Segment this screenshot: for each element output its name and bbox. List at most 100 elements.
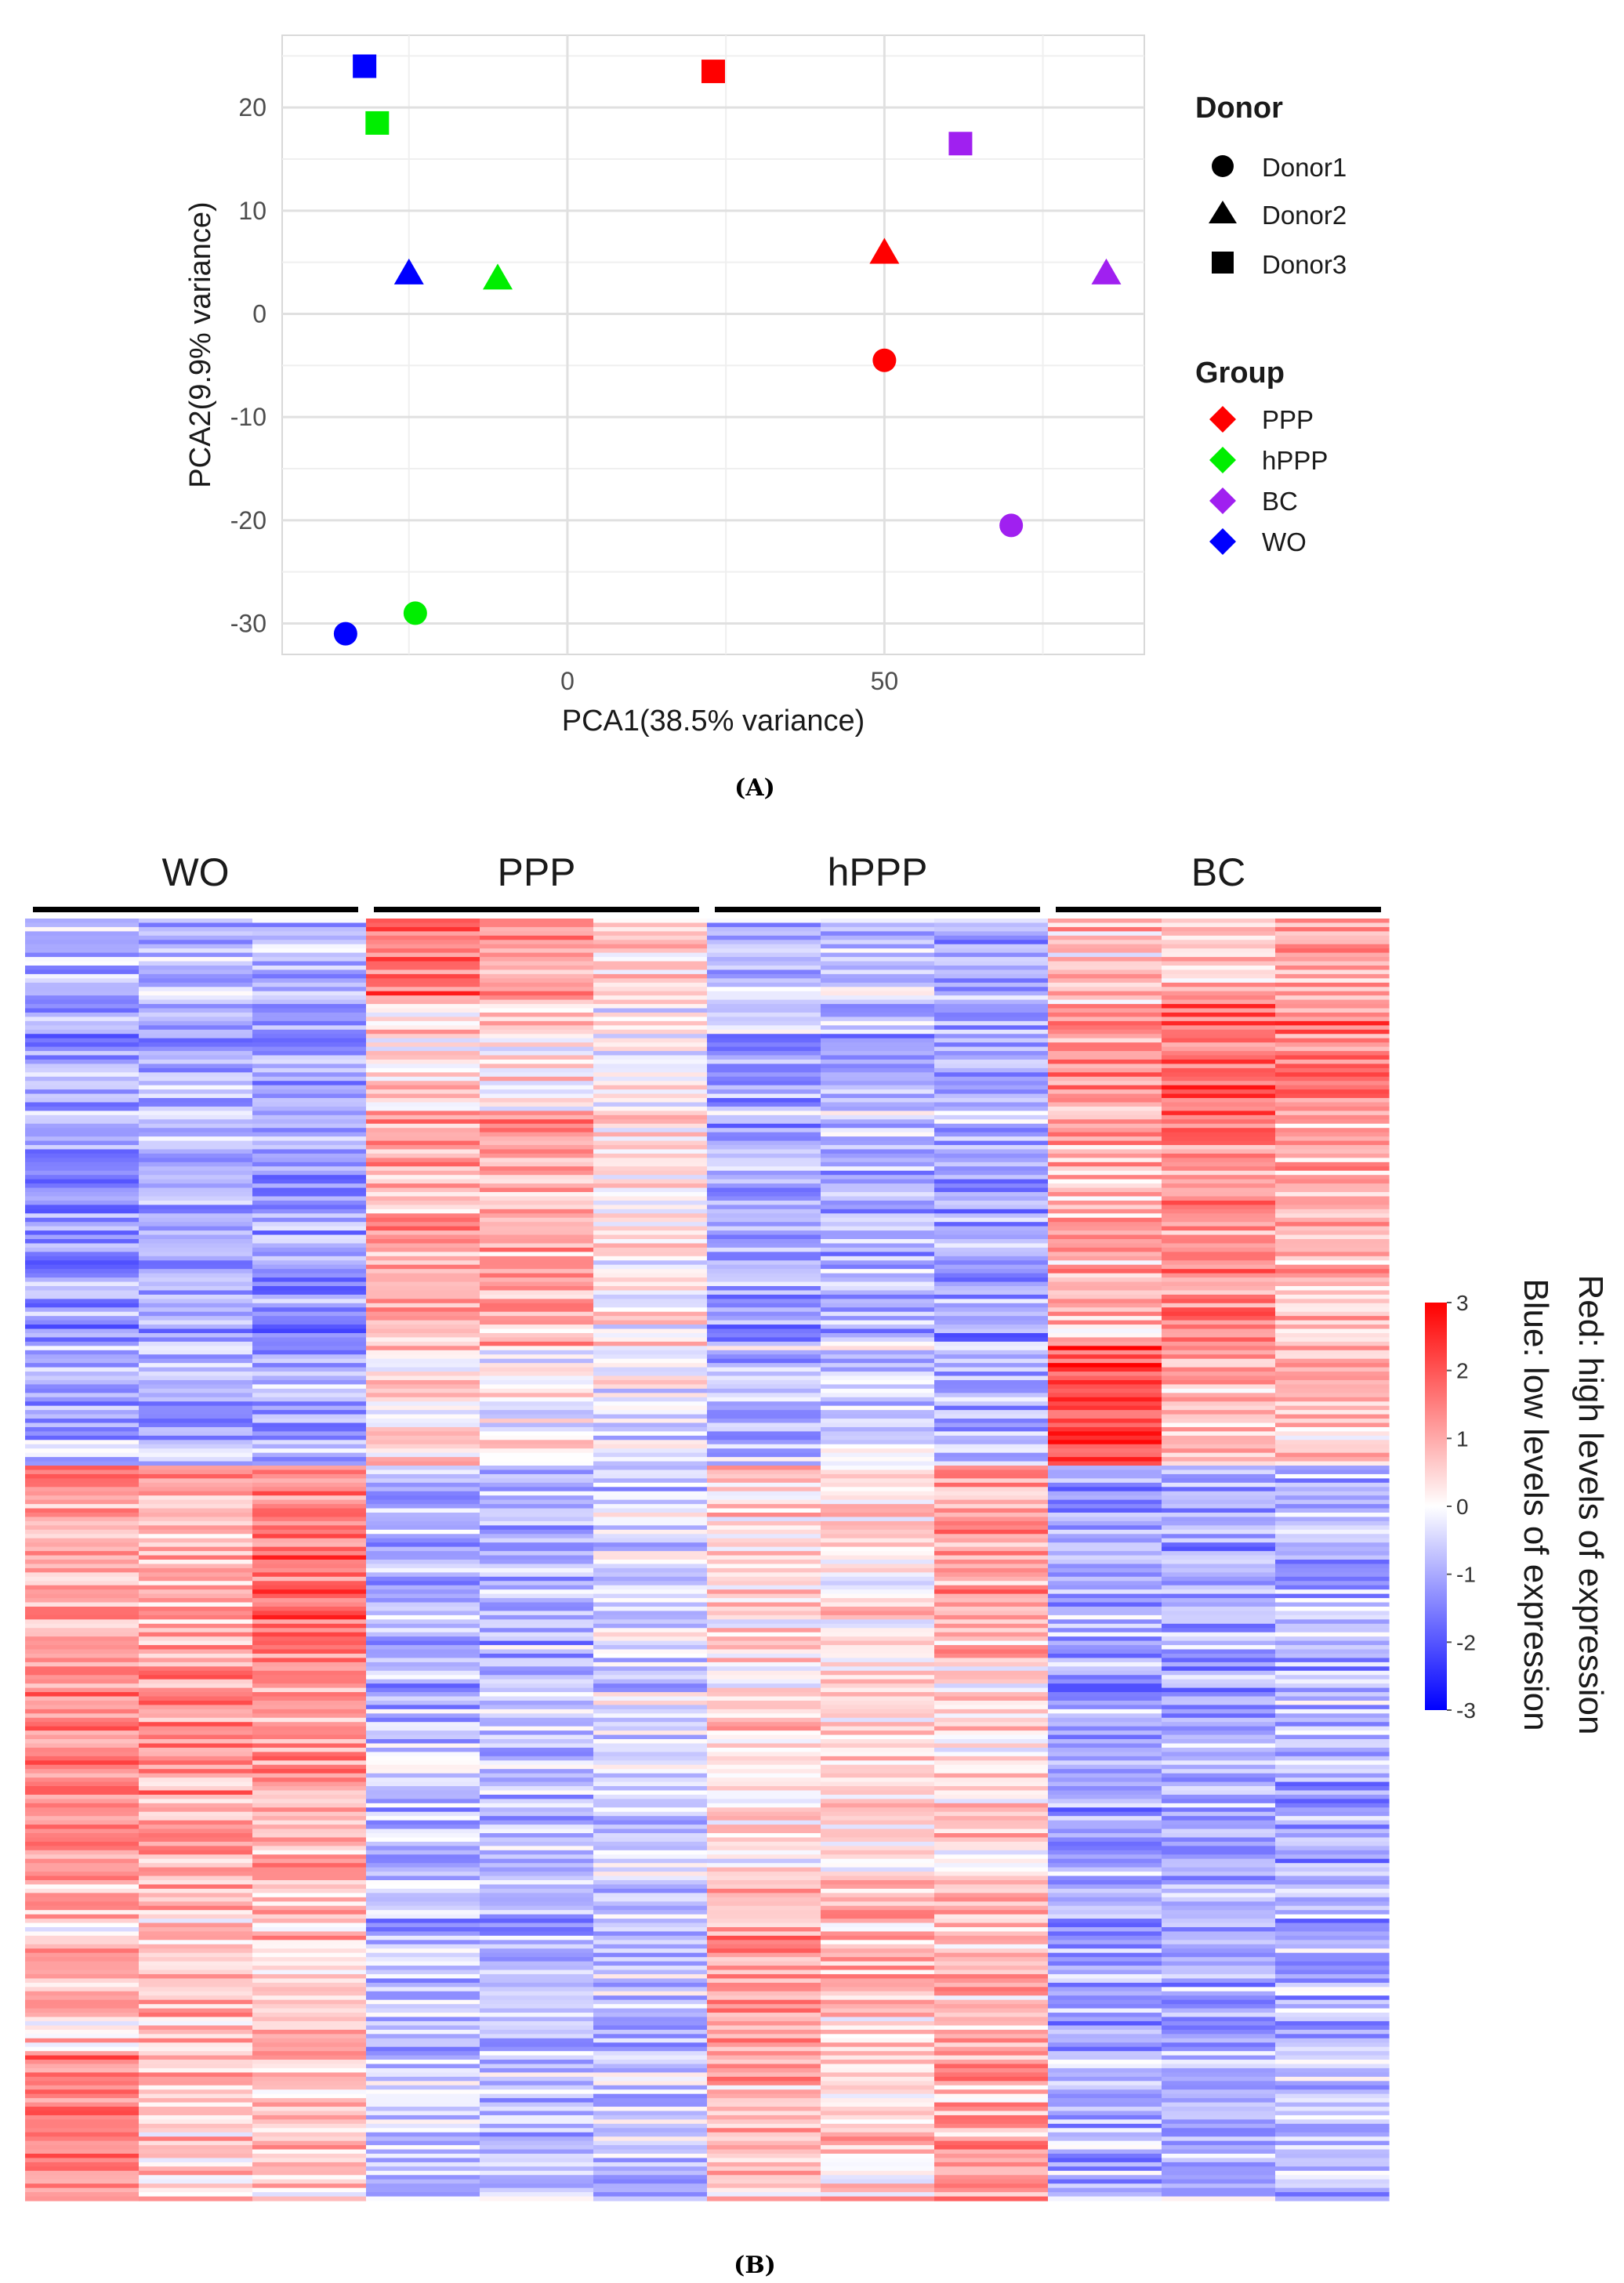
heatmap-cell (934, 957, 1049, 962)
heatmap-cell (934, 1170, 1049, 1176)
heatmap-cell (25, 1623, 140, 1629)
heatmap-cell (1275, 1495, 1390, 1501)
heatmap-cell (934, 1038, 1049, 1043)
heatmap-cell (821, 2179, 935, 2184)
heatmap-cell (1275, 1260, 1390, 1266)
heatmap-cell (593, 2128, 708, 2133)
heatmap-cell (934, 1935, 1049, 1941)
heatmap-cell (480, 1846, 594, 1851)
heatmap-cell (366, 2123, 480, 2129)
heatmap-cell (593, 1567, 708, 1573)
heatmap-column-group-headers: WO PPP hPPP BC (33, 850, 1381, 912)
heatmap-cell (480, 1055, 594, 1060)
pca-gridlines (282, 35, 1144, 654)
heatmap-cell (707, 1269, 821, 1274)
heatmap-cell (1048, 1072, 1162, 1078)
heatmap-cell (252, 1760, 367, 1766)
heatmap-cell (821, 1388, 935, 1393)
heatmap-cell (139, 1709, 253, 1714)
heatmap-cell (821, 1046, 935, 1052)
heatmap-cell (1162, 1234, 1276, 1240)
heatmap-cell (252, 2060, 367, 2065)
heatmap-cell (707, 1303, 821, 1308)
heatmap-cell (821, 2140, 935, 2146)
heatmap-cell (139, 1914, 253, 1919)
heatmap-cell (1048, 1158, 1162, 1163)
heatmap-cell (25, 1025, 140, 1031)
heatmap-cell (934, 1653, 1049, 1659)
heatmap-cell (821, 1320, 935, 1325)
heatmap-cell (1048, 1491, 1162, 1496)
heatmap-cell (25, 919, 140, 924)
heatmap-cell (139, 1807, 253, 1813)
heatmap-cell (252, 2067, 367, 2073)
heatmap-cell (25, 1863, 140, 1868)
heatmap-cell (1048, 1807, 1162, 1813)
heatmap-cell (934, 1692, 1049, 1698)
heatmap-cell (1162, 1529, 1276, 1535)
heatmap-cell (707, 1285, 821, 1292)
heatmap-cell (139, 1978, 253, 1984)
heatmap-cell (593, 1114, 708, 1120)
pca-point-PPP-Donor1 (872, 348, 897, 372)
heatmap-cell (480, 1316, 594, 1321)
heatmap-cell (1275, 1222, 1390, 1227)
heatmap-cell (934, 1226, 1049, 1231)
heatmap-cell (252, 1799, 367, 1804)
heatmap-cell (821, 944, 935, 949)
heatmap-cell (480, 1542, 594, 1548)
heatmap-cell (480, 1658, 594, 1663)
heatmap-cell (821, 1850, 935, 1855)
heatmap-cell (252, 1944, 367, 1949)
heatmap-cell (480, 1397, 594, 1402)
pca-point-hPPP-Donor2 (483, 263, 513, 290)
heatmap-cell (366, 1401, 480, 1407)
heatmap-cell (366, 2149, 480, 2154)
heatmap-cell (1162, 1081, 1276, 1086)
heatmap-cell (480, 2175, 594, 2180)
heatmap-cell (366, 1256, 480, 1261)
heatmap-cell (707, 1375, 821, 1381)
heatmap-cell (593, 1051, 708, 1056)
heatmap-cell (707, 2187, 821, 2193)
heatmap-cell (25, 1055, 140, 1060)
pca-x-axis-label: PCA1(38.5% variance) (562, 705, 865, 737)
heatmap-cell (25, 1051, 140, 1056)
heatmap-cell (934, 1675, 1049, 1680)
heatmap-cell (1162, 1825, 1276, 1830)
heatmap-cell (1275, 1196, 1390, 1201)
heatmap-cell (25, 1473, 140, 1479)
heatmap-cell (366, 1726, 480, 1731)
heatmap-cell (1275, 2128, 1390, 2133)
heatmap-cell (934, 1098, 1049, 1103)
heatmap-cell (252, 1743, 367, 1748)
heatmap-cell (821, 1897, 935, 1902)
heatmap-cell (593, 2072, 708, 2078)
heatmap-cell (707, 1042, 821, 1048)
heatmap-cell (366, 1320, 480, 1325)
heatmap-cell (593, 1576, 708, 1582)
heatmap-cell (1275, 919, 1390, 924)
heatmap-cell (480, 2046, 594, 2052)
heatmap-cell (25, 1098, 140, 1103)
heatmap-cell (593, 1593, 708, 1599)
heatmap-cell (139, 1555, 253, 1560)
heatmap-cell (593, 1401, 708, 1407)
heatmap-cell (25, 2170, 140, 2176)
heatmap-cell (366, 1004, 480, 1009)
heatmap-cell (821, 1546, 935, 1552)
heatmap-cell (1162, 1551, 1276, 1556)
heatmap-cell (821, 1358, 935, 1364)
heatmap-cell (593, 1440, 708, 1445)
heatmap-cell (252, 1593, 367, 1599)
heatmap-cell (252, 1811, 367, 1817)
heatmap-cell (252, 1662, 367, 1667)
heatmap-cell (1275, 1067, 1390, 1073)
heatmap-cell (934, 995, 1049, 1001)
heatmap-cell (707, 1872, 821, 1877)
heatmap-cell (1275, 1379, 1390, 1386)
heatmap-cell (480, 1739, 594, 1745)
heatmap-cell (593, 2136, 708, 2142)
heatmap-cell (934, 1952, 1049, 1958)
heatmap-cell (1162, 1828, 1276, 1834)
